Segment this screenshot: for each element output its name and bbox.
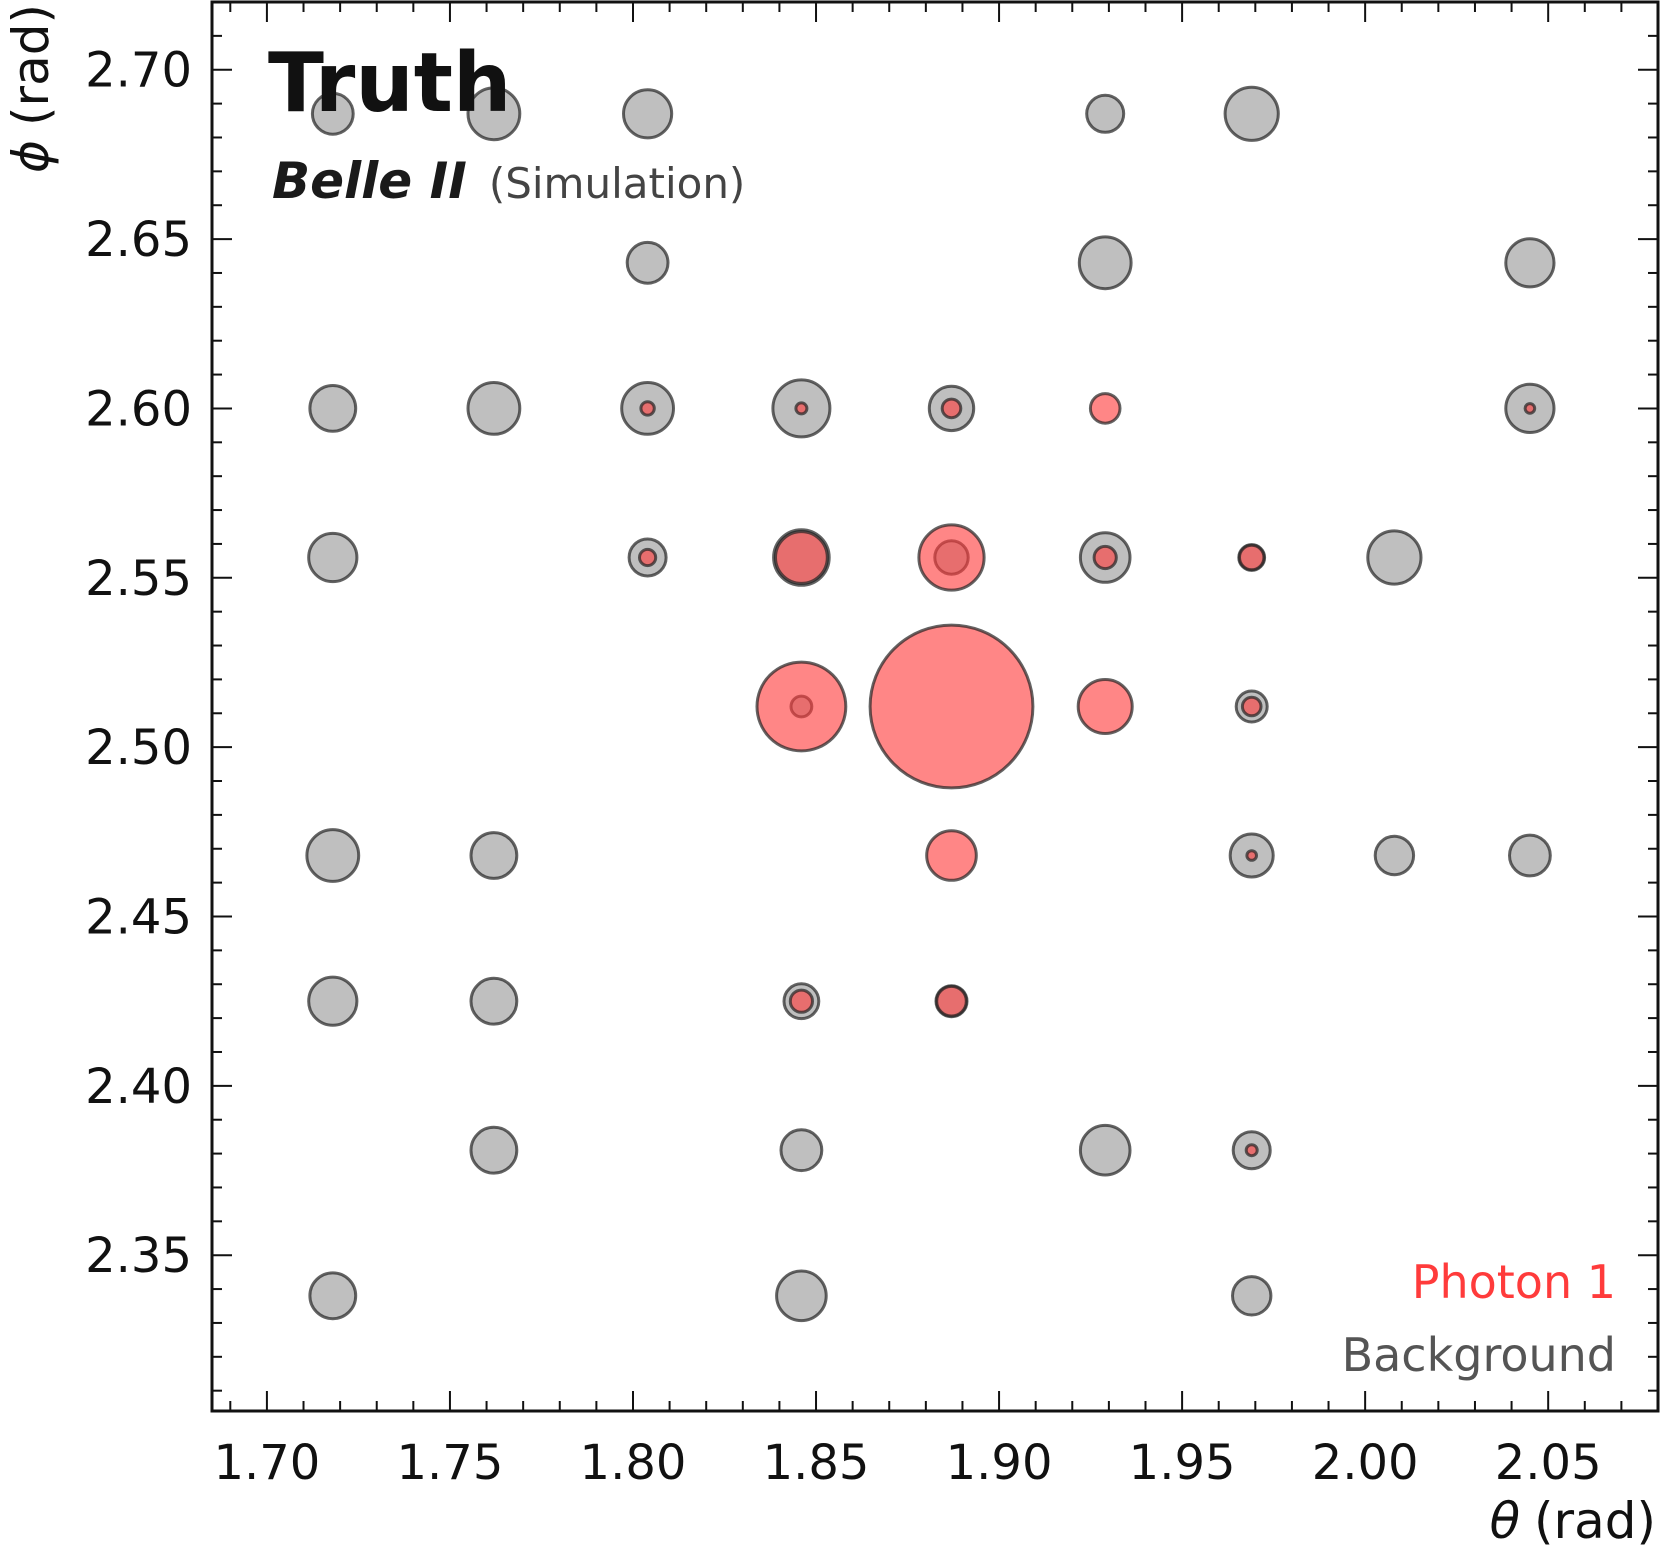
photon-point-16 [788, 988, 815, 1014]
y-tick-label: 2.35 [85, 1228, 192, 1284]
background-point-6 [1077, 235, 1133, 291]
x-tick-label: 2.00 [1312, 1435, 1419, 1491]
photon-point-17 [935, 984, 968, 1018]
x-tick-label: 1.95 [1129, 1435, 1236, 1491]
photon-point-10 [755, 660, 848, 753]
photon-point-5 [638, 547, 658, 568]
photon-point-13 [1240, 695, 1263, 718]
photon-point-2 [940, 397, 963, 420]
background-point-27 [1508, 833, 1552, 878]
photon-point-15 [1245, 849, 1258, 862]
experiment-label: Belle II (Simulation) [272, 152, 745, 210]
background-point-20 [1366, 529, 1423, 586]
photon-point-12 [1076, 678, 1134, 735]
photon-point-1 [794, 401, 809, 416]
photon-point-11 [868, 623, 1035, 790]
photon-point-0 [639, 400, 656, 417]
y-axis-title: ϕ (rad) [2, 4, 60, 173]
background-point-28 [307, 975, 359, 1027]
y-axis-symbol: ϕ [2, 140, 60, 173]
y-tick-label: 2.50 [85, 720, 192, 776]
y-tick-label: 2.60 [85, 381, 192, 437]
x-tick-label: 1.90 [946, 1435, 1053, 1491]
background-point-33 [779, 1128, 824, 1173]
y-tick-label: 2.40 [85, 1059, 192, 1115]
photon-point-4 [1523, 402, 1537, 415]
background-point-36 [308, 1271, 358, 1321]
background-point-34 [1078, 1123, 1132, 1177]
simulation-label: (Simulation) [489, 159, 746, 208]
background-point-38 [1231, 1275, 1273, 1317]
background-point-24 [469, 831, 519, 880]
experiment-name: Belle II [272, 152, 467, 210]
legend-background: Background [1342, 1328, 1616, 1382]
background-point-29 [469, 976, 519, 1026]
legend-photon-1: Photon 1 [1412, 1255, 1616, 1309]
background-point-26 [1373, 834, 1416, 877]
photon-point-7 [917, 523, 986, 592]
photon-point-3 [1088, 392, 1122, 425]
background-point-23 [305, 828, 361, 883]
background-point-9 [466, 381, 522, 436]
y-tick-label: 2.70 [85, 43, 192, 99]
background-point-2 [622, 88, 674, 140]
x-tick-label: 2.05 [1495, 1435, 1602, 1491]
x-tick-label: 1.85 [763, 1435, 870, 1491]
photon-point-6 [774, 530, 829, 585]
photon-point-14 [925, 829, 978, 882]
background-point-3 [1085, 93, 1126, 134]
x-axis-unit: (rad) [1534, 1492, 1656, 1550]
background-point-5 [625, 240, 670, 285]
y-tick-label: 2.55 [85, 551, 192, 607]
ticks-layer: 1.70 1.75 1.80 1.85 1.90 1.95 2.00 2.05 2.35 2.40… [85, 1, 1659, 1491]
y-tick-label: 2.65 [85, 212, 192, 268]
y-tick-label: 2.45 [85, 889, 192, 945]
photon-point-18 [1244, 1143, 1259, 1158]
background-point-8 [308, 384, 358, 433]
background-point-4 [1223, 85, 1280, 142]
background-point-7 [1504, 237, 1556, 289]
photon-point-9 [1238, 543, 1266, 572]
background-point-32 [469, 1125, 519, 1175]
x-axis-symbol: θ [1489, 1492, 1520, 1550]
y-axis-unit: (rad) [2, 4, 60, 126]
plot-frame [210, 0, 1660, 1413]
points-layer [305, 85, 1556, 1323]
background-point-14 [307, 531, 359, 584]
background-point-1 [466, 86, 522, 142]
photon-point-8 [1092, 544, 1118, 571]
x-tick-label: 1.75 [397, 1435, 504, 1491]
x-tick-label: 1.80 [580, 1435, 687, 1491]
background-point-0 [310, 91, 355, 136]
x-tick-label: 1.70 [213, 1435, 320, 1491]
background-point-37 [775, 1269, 828, 1323]
chart-title: Truth [268, 36, 511, 131]
x-axis-title: θ (rad) [1489, 1492, 1656, 1550]
